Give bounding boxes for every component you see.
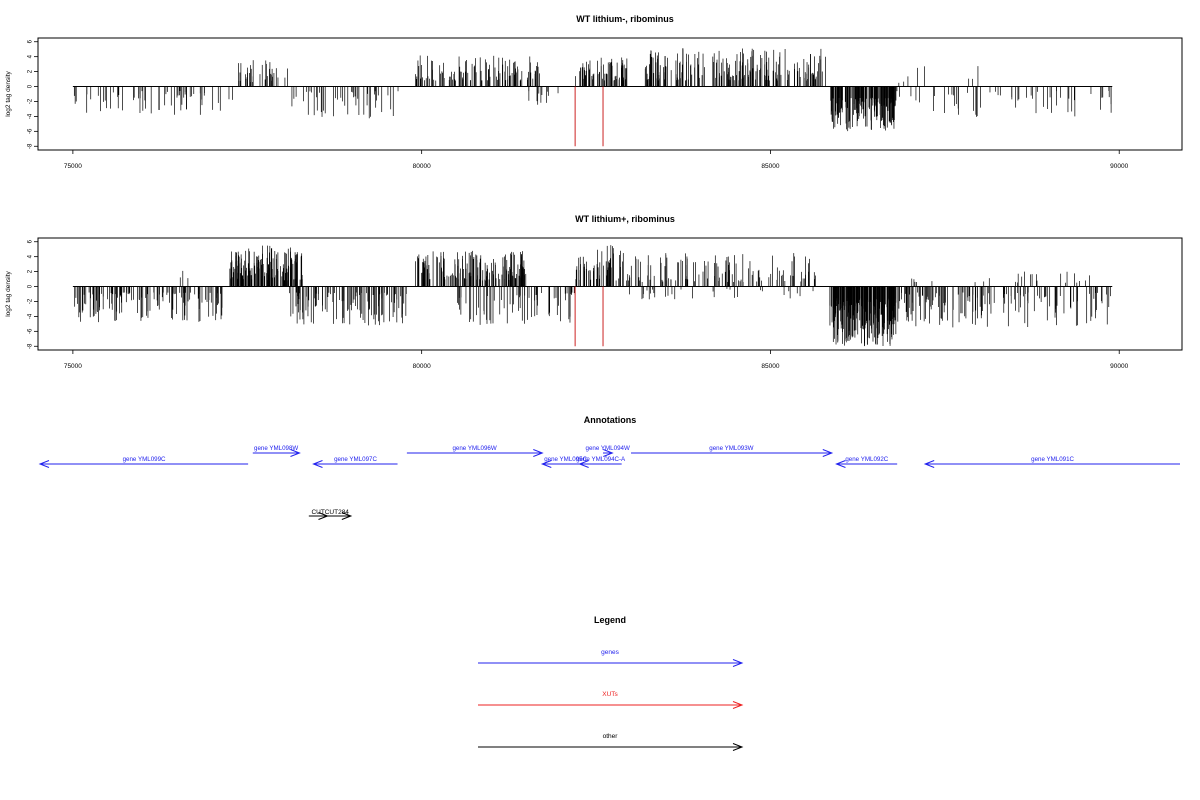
arrow-head (533, 449, 544, 457)
density-bars (74, 245, 1111, 347)
y-axis-label: log2 tag density (5, 70, 12, 116)
x-tick-label: 85000 (761, 163, 779, 170)
arrow-head (578, 460, 589, 468)
y-axis-label: log2 tag density (5, 270, 12, 316)
x-tick-label: 90000 (1110, 363, 1128, 370)
plot-frame (37, 37, 1183, 151)
density-panel-lithium-minus: WT lithium-, ribominus -8 -6 -4 -2 0 2 4 6 log2 t… (5, 14, 1183, 170)
y-tick-label: 0 (28, 84, 34, 88)
arrow-head (290, 449, 301, 457)
legend-title: Legend (594, 615, 626, 625)
y-tick-label: 4 (28, 254, 34, 258)
gene-label: gene YML094W (586, 445, 630, 452)
arrow-head (341, 512, 353, 520)
x-tick-label: 85000 (761, 363, 779, 370)
y-tick-label: -2 (28, 98, 34, 104)
gene-label: gene YML097C (334, 456, 377, 463)
gene-label: gene YML092C (845, 456, 888, 463)
gene-label: gene YML093W (709, 445, 753, 452)
arrow-head (732, 659, 744, 667)
y-tick-label: 2 (28, 69, 34, 73)
density-panel-lithium-plus: WT lithium+, ribominus -8 -6 -4 -2 0 2 4 6 log2 t… (5, 214, 1183, 370)
arrow-head (312, 460, 323, 468)
y-tick-label: 4 (28, 54, 34, 58)
arrow-head (603, 449, 614, 457)
arrow-head (540, 460, 552, 468)
x-tick-label: 80000 (413, 363, 431, 370)
x-tick-label: 75000 (64, 363, 82, 370)
gene-label: gene YML094C-A (576, 456, 626, 463)
y-tick-label: 6 (28, 239, 34, 243)
x-tick-label: 80000 (413, 163, 431, 170)
y-tick-label: -4 (28, 313, 34, 319)
arrow-head (822, 449, 834, 457)
y-tick-label: -6 (28, 128, 34, 134)
y-tick-label: -2 (28, 298, 34, 304)
y-tick-label: -6 (28, 328, 34, 334)
annotations-panel: Annotations gene YML099C gene YML098W gene… (38, 415, 1180, 520)
chart-title: WT lithium-, ribominus (576, 14, 674, 24)
other-feature-label: CUT (311, 509, 324, 516)
y-tick-label: 6 (28, 39, 34, 43)
arrow-head (38, 460, 50, 468)
gene-label: gene YML099C (123, 456, 166, 463)
arrow-head (732, 701, 744, 709)
x-tick-label: 90000 (1110, 163, 1128, 170)
annotations-title: Annotations (584, 415, 637, 425)
other-feature-label: CUT284 (325, 509, 350, 516)
legend-item-label: XUTs (602, 691, 618, 698)
legend-item-label: other (603, 733, 619, 740)
chart-title: WT lithium+, ribominus (575, 214, 675, 224)
gene-label: gene YML095C (544, 456, 587, 463)
y-tick-label: 0 (28, 284, 34, 288)
y-tick-label: 2 (28, 269, 34, 273)
arrow-head (732, 743, 744, 751)
arrow-head (923, 460, 935, 468)
y-tick-label: -8 (28, 143, 34, 149)
arrow-head (835, 460, 846, 468)
gene-label: gene YML098W (254, 445, 298, 452)
x-tick-label: 75000 (64, 163, 82, 170)
gene-label: gene YML096W (452, 445, 496, 452)
plot-frame (37, 237, 1183, 351)
gene-label: gene YML091C (1031, 456, 1074, 463)
legend-item-label: genes (601, 649, 619, 656)
y-tick-label: -8 (28, 343, 34, 349)
density-bars (73, 48, 1112, 132)
legend-panel: Legend genes XUTs other (478, 615, 744, 751)
y-tick-label: -4 (28, 113, 34, 119)
